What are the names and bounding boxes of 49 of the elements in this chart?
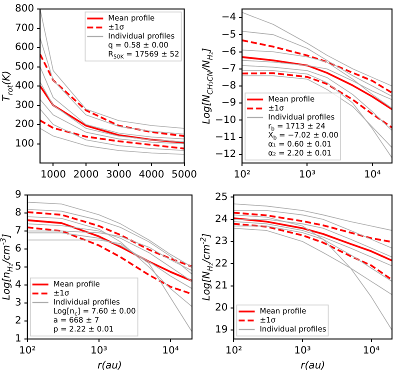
y-tick-label: −9 <box>221 98 236 109</box>
x-tick-label: 5000 <box>172 170 197 181</box>
y-tick-label: 20 <box>214 302 228 314</box>
y-tick-label: −7 <box>221 63 236 74</box>
x-tick-label: 10³ <box>298 170 316 181</box>
y-tick-label: 8 <box>14 208 22 219</box>
y-tick-label: 9 <box>14 190 22 201</box>
x-tick-label: 10⁴ <box>364 170 381 181</box>
x-tick-label: 10² <box>234 170 250 181</box>
y-tick-label: −5 <box>221 29 236 40</box>
y-tick-label: −4 <box>221 12 236 24</box>
y-tick-label: 22 <box>214 258 228 270</box>
y-tick-label: 400 <box>14 80 34 92</box>
y-tick-label: 200 <box>14 119 34 130</box>
y-tick-label: 4 <box>14 280 22 291</box>
x-axis-title: r(au) <box>97 360 122 372</box>
x-tick-label: 10³ <box>294 346 311 357</box>
y-tick-label: 25 <box>214 192 228 203</box>
x-tick-label: 10² <box>225 346 242 357</box>
y-tick-label: −12 <box>214 149 236 160</box>
x-tick-label: 4000 <box>138 170 164 181</box>
x-tick-label: 10³ <box>90 346 108 357</box>
y-tick-label: 5 <box>14 262 22 273</box>
y-tick-label: −6 <box>221 46 236 58</box>
x-tick-label: 10⁴ <box>162 346 179 357</box>
y-tick-label: 2 <box>14 316 22 327</box>
y-tick-label: −8 <box>221 80 236 92</box>
y-tick-label: 300 <box>14 100 34 111</box>
y-tick-label: 500 <box>14 61 34 72</box>
y-tick-label: 600 <box>14 42 34 54</box>
y-tick-label: 19 <box>214 324 228 336</box>
y-tick-label: 6 <box>14 244 22 255</box>
y-tick-label: −10 <box>214 114 236 126</box>
y-tick-label: 800 <box>14 4 34 15</box>
y-tick-label: 100 <box>14 138 34 150</box>
y-tick-label: 700 <box>14 22 34 34</box>
y-tick-label: 7 <box>14 226 22 237</box>
y-tick-label: −11 <box>214 132 236 143</box>
y-tick-label: 3 <box>14 298 22 309</box>
x-tick-label: 3000 <box>106 170 132 181</box>
x-tick-label: 10⁴ <box>362 346 380 357</box>
y-tick-label: 23 <box>214 236 228 248</box>
x-tick-label: 10² <box>18 346 36 357</box>
y-tick-label: 21 <box>214 280 228 292</box>
y-tick-label: 24 <box>214 214 228 225</box>
x-tick-label: 1000 <box>40 170 66 181</box>
x-tick-label: 2000 <box>73 170 99 181</box>
y-tick-label: 1 <box>14 334 22 345</box>
x-axis-title: r(au) <box>300 360 326 372</box>
